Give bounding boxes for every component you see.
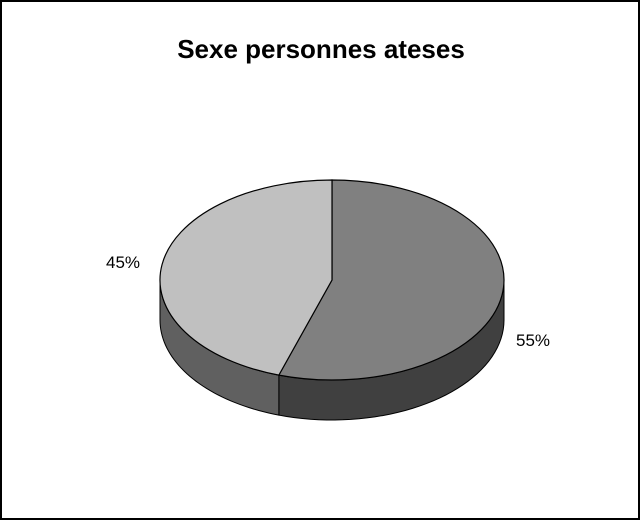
slice-top-55 <box>277 179 505 381</box>
slice-top-45 <box>159 179 333 376</box>
chart-title: Sexe personnes ateses <box>177 34 465 64</box>
pie-chart <box>159 179 505 421</box>
slice-label-55: 55% <box>516 331 551 350</box>
slice-label-45: 45% <box>106 253 141 272</box>
